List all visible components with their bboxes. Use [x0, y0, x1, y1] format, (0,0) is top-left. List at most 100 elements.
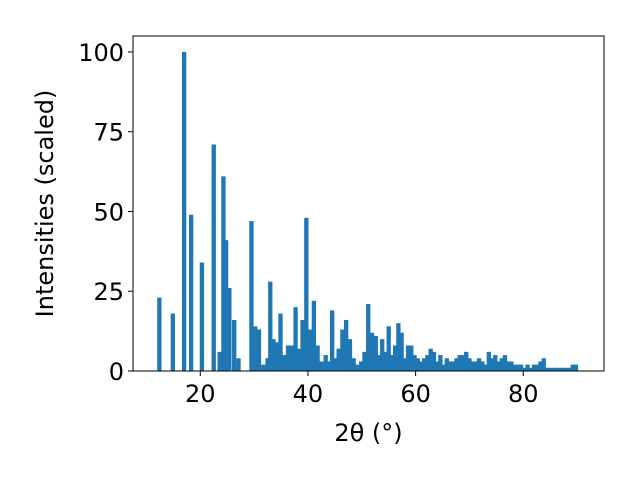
- bar: [473, 361, 479, 371]
- bar: [199, 262, 205, 371]
- bar: [483, 364, 488, 371]
- bar: [351, 358, 356, 371]
- bar: [467, 358, 472, 371]
- bar: [271, 339, 276, 371]
- x-axis-label: 2θ (°): [334, 419, 402, 447]
- bar: [392, 345, 398, 371]
- bar: [425, 355, 430, 371]
- bar: [528, 367, 533, 371]
- bar: [227, 288, 232, 371]
- bar: [506, 361, 511, 371]
- bar: [538, 361, 543, 371]
- bar: [525, 364, 530, 371]
- bars-layer: [157, 51, 579, 371]
- bar: [515, 364, 521, 371]
- bar: [181, 51, 187, 371]
- y-axis-ticks: 0 25 50 75 100: [78, 39, 133, 386]
- bar: [409, 345, 414, 371]
- bar: [476, 358, 482, 371]
- x-tick-label: 60: [400, 380, 431, 408]
- bar: [502, 355, 508, 371]
- bar: [347, 339, 353, 371]
- bar: [415, 358, 420, 371]
- bar: [470, 361, 475, 371]
- bar: [518, 364, 524, 371]
- bar: [319, 361, 324, 371]
- y-axis-label: Intensities (scaled): [31, 90, 59, 318]
- bar: [451, 361, 456, 371]
- bar: [551, 367, 556, 371]
- bar: [441, 364, 446, 371]
- bar: [531, 364, 537, 371]
- bar: [285, 345, 291, 371]
- bar: [548, 367, 553, 371]
- bar: [369, 332, 375, 371]
- bar: [359, 361, 364, 371]
- bar: [570, 364, 575, 371]
- bar: [304, 217, 309, 371]
- bar: [512, 364, 517, 371]
- bar: [326, 361, 332, 371]
- bar: [499, 358, 504, 371]
- bar: [366, 304, 371, 371]
- bar: [509, 361, 514, 371]
- bar: [223, 240, 229, 371]
- bar: [486, 351, 491, 371]
- bar: [256, 329, 262, 371]
- bar: [447, 361, 453, 371]
- bar: [480, 361, 485, 371]
- bar: [232, 319, 237, 371]
- bar: [188, 214, 194, 371]
- bar: [444, 358, 449, 371]
- bar: [373, 335, 378, 371]
- bar: [282, 355, 287, 371]
- bar: [362, 351, 367, 371]
- bar: [418, 361, 424, 371]
- bar: [544, 367, 550, 371]
- x-tick-label: 20: [185, 380, 216, 408]
- bar: [434, 361, 440, 371]
- bar: [493, 355, 498, 371]
- bar: [253, 326, 258, 371]
- bar: [464, 351, 469, 371]
- bar: [211, 144, 216, 371]
- bar: [428, 348, 433, 371]
- bar: [261, 364, 266, 371]
- bar: [170, 313, 175, 371]
- bar: [315, 345, 320, 371]
- bar: [554, 367, 559, 371]
- bar: [396, 323, 401, 371]
- bar: [249, 221, 254, 371]
- bar: [157, 297, 162, 371]
- bar: [460, 355, 466, 371]
- bar: [275, 342, 280, 371]
- bar: [557, 367, 563, 371]
- bar: [522, 367, 527, 371]
- bar: [377, 355, 382, 371]
- bar: [278, 313, 283, 371]
- bar: [236, 358, 241, 371]
- bar: [535, 364, 540, 371]
- bar: [289, 345, 294, 371]
- bar: [268, 281, 273, 371]
- bar: [405, 345, 411, 371]
- bar: [297, 348, 302, 371]
- bar: [323, 355, 328, 371]
- bar: [383, 351, 388, 371]
- bar: [412, 355, 417, 371]
- bar: [560, 367, 566, 371]
- bar: [333, 358, 338, 371]
- y-tick-label: 50: [93, 198, 124, 226]
- y-tick-label: 25: [93, 278, 124, 306]
- bar: [422, 358, 427, 371]
- plot-frame: [132, 35, 605, 372]
- bar: [438, 355, 443, 371]
- bar: [541, 358, 546, 371]
- y-tick-label: 75: [93, 119, 124, 147]
- bar: [311, 300, 317, 371]
- bar: [330, 310, 335, 371]
- bar: [399, 332, 404, 371]
- x-tick-label: 80: [508, 380, 539, 408]
- bar: [431, 351, 437, 371]
